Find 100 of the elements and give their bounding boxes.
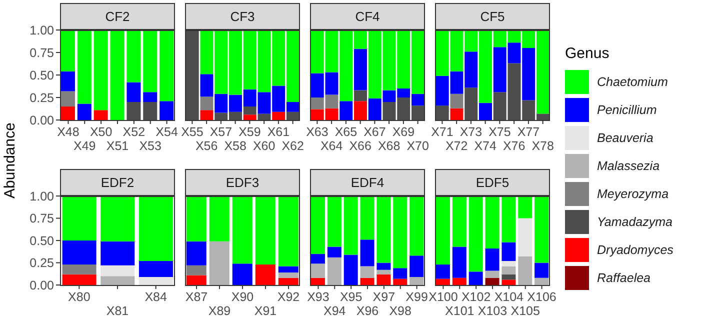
bar [354,101,367,120]
chart-title: CF2 [60,3,175,30]
x-tick-label: X68 [378,139,400,153]
bar [143,102,158,120]
bar [310,254,325,264]
bar [77,104,92,120]
legend-label: Raffaelea [597,271,651,285]
bar [518,256,532,285]
x-tick-label: X96 [356,304,379,318]
x-tick-label: X61 [267,125,290,139]
bar [94,110,108,120]
bar [344,254,358,285]
y-tick-label: 0.75 [30,212,54,226]
x-tick-label: X104 [494,290,524,304]
bar [450,94,464,108]
y-tick-label: 0.50 [30,68,54,82]
bar [393,268,408,279]
bar [376,274,391,285]
bar [186,265,206,276]
x-tick-label: X97 [372,290,396,304]
x-tick-label: X57 [210,125,232,139]
bar [534,196,549,263]
x-tick-label: X52 [122,125,146,139]
x-tick-label: X90 [231,290,254,304]
bar [485,196,500,249]
bar [518,196,532,218]
bar [62,274,96,285]
x-tick-label: X64 [320,139,343,153]
chart-title: CF5 [435,3,550,30]
bar [62,264,96,274]
y-tick-label: 0.25 [30,256,54,270]
x-tick-label: X89 [208,304,231,318]
bar [468,196,483,272]
chart-title: EDF4 [310,169,425,196]
chart-title: EDF5 [435,169,550,196]
y-tick-label: 0.75 [30,46,54,60]
bar [436,106,449,120]
legend-label: Meyerozyma [597,187,669,201]
bar [310,264,325,278]
x-tick-label: X65 [334,125,358,139]
bar [464,88,478,120]
bar [410,196,424,256]
bar [452,278,466,285]
bar [60,106,75,120]
x-tick-label: X77 [517,125,540,139]
bar [138,196,173,261]
bar [436,196,450,265]
bar [100,241,135,266]
bar [209,196,230,242]
legend-title: Genus [565,45,610,62]
bar [310,196,325,254]
bar [186,275,206,285]
bar [502,242,516,261]
x-tick-label: X74 [474,139,496,153]
x-tick-label: X100 [428,290,458,304]
x-tick-label: X71 [431,125,454,139]
legend-label: Yamadazyma [597,215,672,229]
bar [286,112,300,120]
x-tick-label: X92 [277,290,300,304]
x-tick-label: X50 [90,125,112,139]
bar [77,30,92,104]
bar [60,91,75,106]
bar [278,278,298,285]
bar [502,196,516,242]
bar [436,264,450,279]
bar [478,102,492,120]
legend-label: Chaetomium [597,75,668,89]
bar [186,30,199,120]
bar [376,262,391,270]
x-tick-label: X99 [406,290,428,304]
bar [518,218,532,257]
bar [354,90,367,102]
bar [354,48,367,90]
bar [327,196,342,247]
bar [340,101,353,120]
x-tick-label: X105 [510,304,540,318]
bar [62,240,96,265]
bar [126,82,141,102]
bar [360,266,374,278]
bar [410,256,424,277]
x-tick-label: X60 [252,139,276,153]
x-tick-label: X72 [445,139,468,153]
bar [502,266,516,274]
bar [485,270,500,278]
bar [272,112,286,120]
bar [94,30,108,110]
bar [200,110,214,120]
legend-label: Malassezia [597,159,660,173]
y-axis-title: Abundance [2,122,18,200]
x-tick-label: X56 [195,139,218,153]
x-tick-label: X62 [282,139,304,153]
bar [62,196,96,240]
bar [243,114,256,120]
x-tick-label: X106 [527,290,556,304]
bar [255,196,276,265]
x-tick-label: X81 [106,304,129,318]
bar [410,276,424,285]
bar [138,276,173,285]
bar [327,257,342,285]
legend-label: Beauveria [597,131,654,145]
